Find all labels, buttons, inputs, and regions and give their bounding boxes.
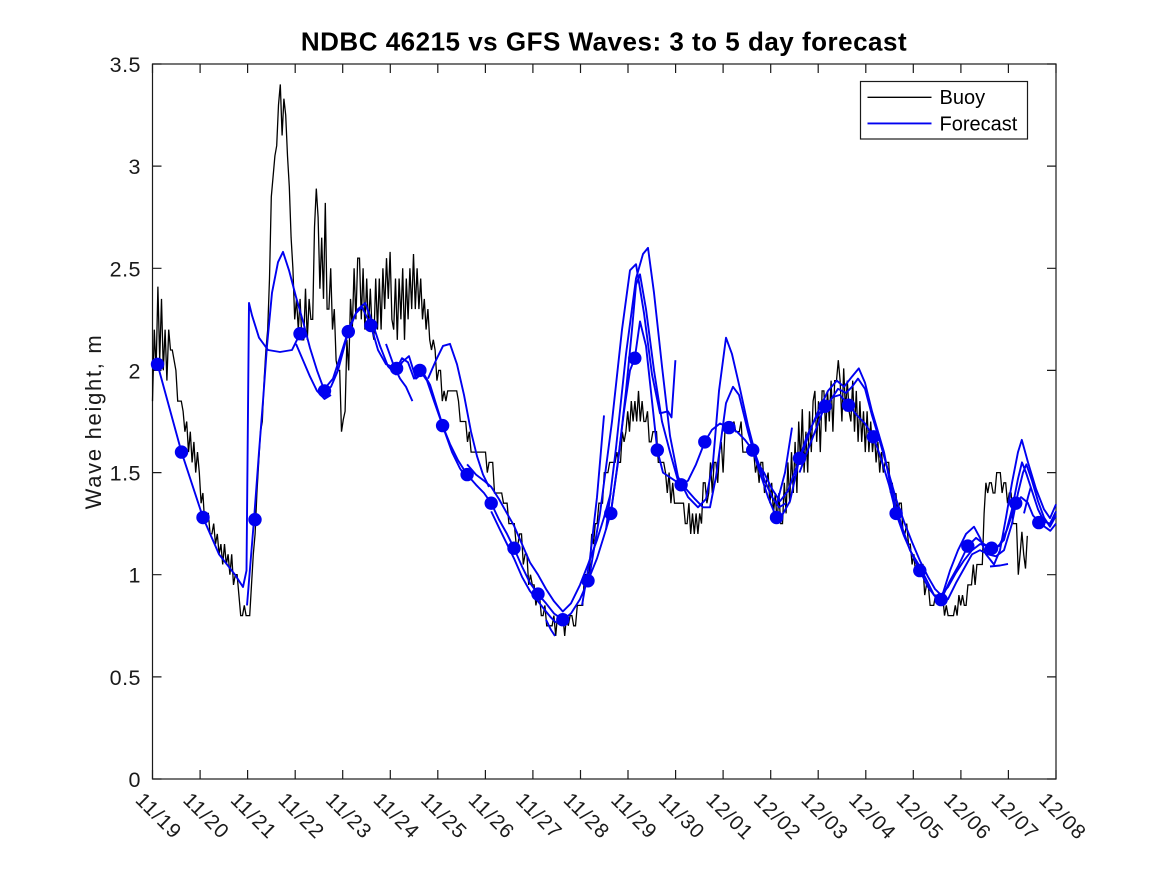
svg-text:2: 2 xyxy=(129,359,141,383)
svg-text:2.5: 2.5 xyxy=(110,257,141,281)
svg-text:Wave height, m: Wave height, m xyxy=(81,334,106,510)
svg-text:Buoy: Buoy xyxy=(940,87,986,109)
svg-text:3: 3 xyxy=(129,155,141,179)
svg-text:1: 1 xyxy=(129,564,141,588)
svg-text:0: 0 xyxy=(129,768,141,792)
svg-text:Forecast: Forecast xyxy=(940,113,1018,135)
svg-text:3.5: 3.5 xyxy=(110,53,141,77)
svg-text:0.5: 0.5 xyxy=(110,666,141,690)
svg-text:NDBC 46215 vs GFS Waves: 3 to: NDBC 46215 vs GFS Waves: 3 to 5 day fore… xyxy=(301,27,907,57)
svg-text:1.5: 1.5 xyxy=(110,462,141,486)
